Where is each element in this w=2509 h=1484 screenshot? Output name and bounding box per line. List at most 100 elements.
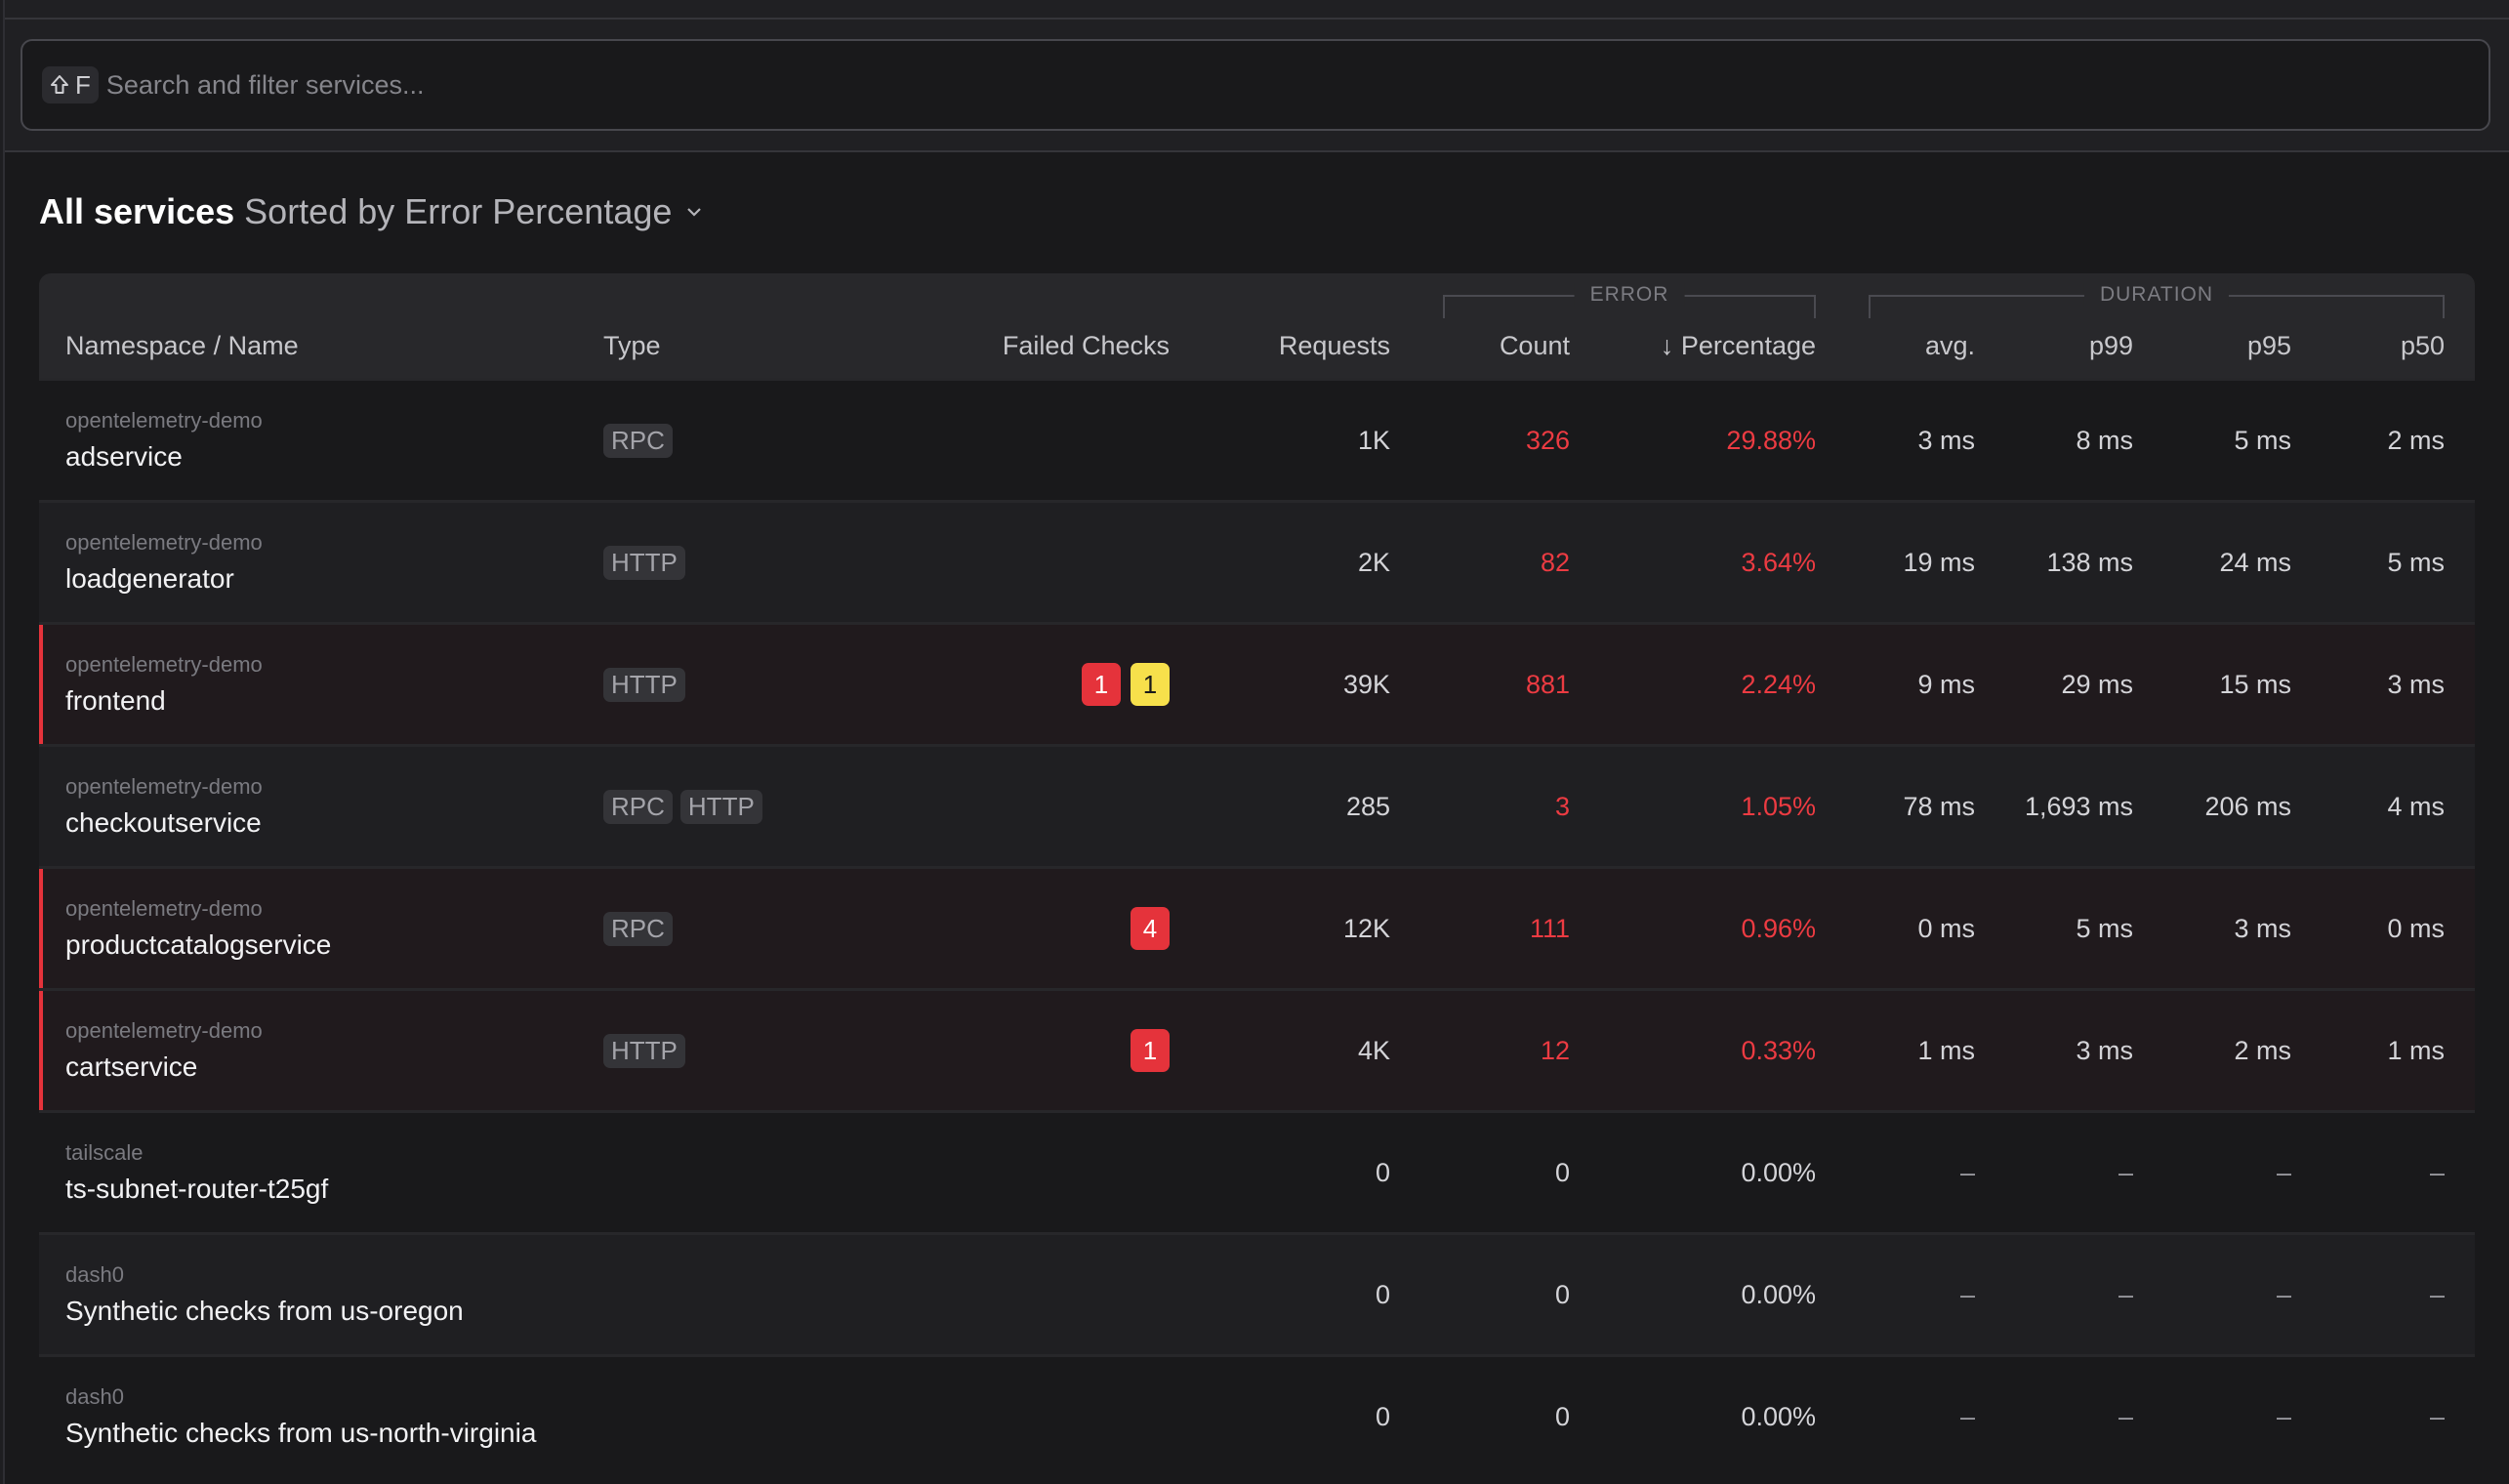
requests-value: 0 (1375, 1401, 1390, 1431)
service-namespace: opentelemetry-demo (65, 530, 263, 555)
col-failed-checks[interactable]: Failed Checks (1002, 330, 1170, 360)
service-namespace: dash0 (65, 1384, 124, 1409)
search-area: F (5, 20, 2509, 152)
service-namespace: opentelemetry-demo (65, 896, 263, 921)
service-name-cell: dash0 Synthetic checks from us-oregon (65, 1262, 603, 1327)
duration-p99-value: – (2118, 1157, 2133, 1187)
col-p50[interactable]: p50 (2400, 330, 2445, 360)
duration-p95-value: 2 ms (2234, 1035, 2291, 1065)
col-type[interactable]: Type (603, 330, 661, 360)
service-name[interactable]: frontend (65, 685, 166, 716)
service-name[interactable]: ts-subnet-router-t25gf (65, 1174, 329, 1204)
duration-p50-value: 1 ms (2387, 1035, 2445, 1065)
requests-value: 2K (1357, 547, 1390, 577)
duration-p95-value: – (2276, 1157, 2291, 1187)
chevron-down-icon (687, 208, 702, 217)
failed-check-badge-degraded[interactable]: 1 (1131, 663, 1170, 706)
duration-p95-value: 3 ms (2234, 913, 2291, 943)
service-namespace: opentelemetry-demo (65, 774, 263, 799)
duration-p99-value: 3 ms (2076, 1035, 2133, 1065)
error-count-value: 12 (1540, 1035, 1570, 1065)
error-count-value: 881 (1525, 669, 1570, 699)
error-percentage-value: 0.00% (1741, 1401, 1816, 1431)
table-body: opentelemetry-demo adservice RPC 1K 326 … (39, 378, 2475, 1476)
service-name-cell: opentelemetry-demo checkoutservice (65, 774, 603, 839)
service-name[interactable]: Synthetic checks from us-oregon (65, 1296, 464, 1326)
search-input[interactable] (105, 69, 2059, 101)
requests-value: 12K (1342, 913, 1390, 943)
table-row[interactable]: opentelemetry-demo loadgenerator HTTP 2K… (39, 500, 2475, 622)
duration-p50-value: 4 ms (2387, 791, 2445, 821)
type-cell: RPC (603, 911, 994, 946)
duration-p50-value: – (2429, 1157, 2445, 1187)
table-row[interactable]: opentelemetry-demo checkoutservice RPC HT… (39, 744, 2475, 866)
duration-p50-value: – (2429, 1279, 2445, 1309)
title-main: All services (39, 191, 235, 231)
service-name-cell: opentelemetry-demo loadgenerator (65, 530, 603, 595)
duration-avg-value: 9 ms (1917, 669, 1975, 699)
type-badge: RPC (603, 789, 673, 824)
type-badge: HTTP (603, 545, 685, 580)
col-error-count[interactable]: Count (1499, 330, 1570, 360)
type-badge: HTTP (603, 1033, 685, 1068)
error-group-header: ERROR (1443, 283, 1816, 318)
type-cell: HTTP (603, 545, 994, 580)
failed-check-badge-critical[interactable]: 4 (1131, 907, 1170, 950)
sort-dropdown[interactable]: Sorted by Error Percentage (244, 191, 703, 232)
service-name[interactable]: cartservice (65, 1051, 198, 1082)
duration-avg-value: 1 ms (1917, 1035, 1975, 1065)
error-percentage-value: 0.00% (1741, 1279, 1816, 1309)
service-name[interactable]: productcatalogservice (65, 929, 332, 960)
keyboard-shortcut-hint: F (42, 66, 99, 103)
table-row[interactable]: dash0 Synthetic checks from us-oregon 0 … (39, 1232, 2475, 1354)
error-count-value: 0 (1554, 1157, 1570, 1187)
col-name[interactable]: Namespace / Name (65, 330, 299, 360)
table-row[interactable]: tailscale ts-subnet-router-t25gf 0 0 0.0… (39, 1110, 2475, 1232)
col-requests[interactable]: Requests (1278, 330, 1390, 360)
duration-avg-value: 19 ms (1903, 547, 1975, 577)
failed-check-badge-critical[interactable]: 1 (1131, 1029, 1170, 1072)
col-error-percentage[interactable]: ↓ Percentage (1570, 331, 1816, 361)
table-row[interactable]: opentelemetry-demo adservice RPC 1K 326 … (39, 378, 2475, 500)
duration-p95-value: 15 ms (2219, 669, 2291, 699)
duration-avg-value: – (1959, 1401, 1975, 1431)
duration-p99-value: 5 ms (2076, 913, 2133, 943)
type-cell: HTTP (603, 1033, 994, 1068)
col-p95[interactable]: p95 (2246, 330, 2291, 360)
type-badge: HTTP (679, 789, 762, 824)
error-percentage-value: 1.05% (1741, 791, 1816, 821)
duration-p95-value: 206 ms (2204, 791, 2291, 821)
duration-group-label: DURATION (2083, 283, 2230, 307)
search-box[interactable]: F (21, 39, 2490, 131)
col-p99[interactable]: p99 (2088, 330, 2133, 360)
requests-value: 39K (1342, 669, 1390, 699)
col-avg[interactable]: avg. (1924, 330, 1975, 360)
table-row[interactable]: opentelemetry-demo productcatalogservice… (39, 866, 2475, 988)
failed-check-badge-critical[interactable]: 1 (1082, 663, 1121, 706)
duration-avg-value: 78 ms (1903, 791, 1975, 821)
sort-label: Sorted by Error Percentage (244, 191, 673, 231)
service-name-cell: opentelemetry-demo productcatalogservice (65, 896, 603, 961)
duration-avg-value: – (1959, 1157, 1975, 1187)
service-name[interactable]: adservice (65, 441, 183, 472)
service-name[interactable]: Synthetic checks from us-north-virginia (65, 1418, 537, 1448)
duration-p95-value: – (2276, 1279, 2291, 1309)
type-cell: RPC (603, 423, 994, 458)
duration-avg-value: 0 ms (1917, 913, 1975, 943)
error-percentage-value: 0.96% (1741, 913, 1816, 943)
left-divider (0, 0, 5, 1484)
error-count-value: 0 (1554, 1279, 1570, 1309)
service-name[interactable]: checkoutservice (65, 807, 262, 838)
service-namespace: dash0 (65, 1262, 124, 1287)
table-row[interactable]: opentelemetry-demo cartservice HTTP 1 4K… (39, 988, 2475, 1110)
duration-p50-value: – (2429, 1401, 2445, 1431)
error-percentage-value: 3.64% (1741, 547, 1816, 577)
error-count-value: 82 (1540, 547, 1570, 577)
service-namespace: tailscale (65, 1140, 144, 1165)
service-name[interactable]: loadgenerator (65, 563, 234, 594)
table-row[interactable]: dash0 Synthetic checks from us-north-vir… (39, 1354, 2475, 1476)
type-cell: RPC HTTP (603, 789, 994, 824)
type-badge: RPC (603, 911, 673, 946)
